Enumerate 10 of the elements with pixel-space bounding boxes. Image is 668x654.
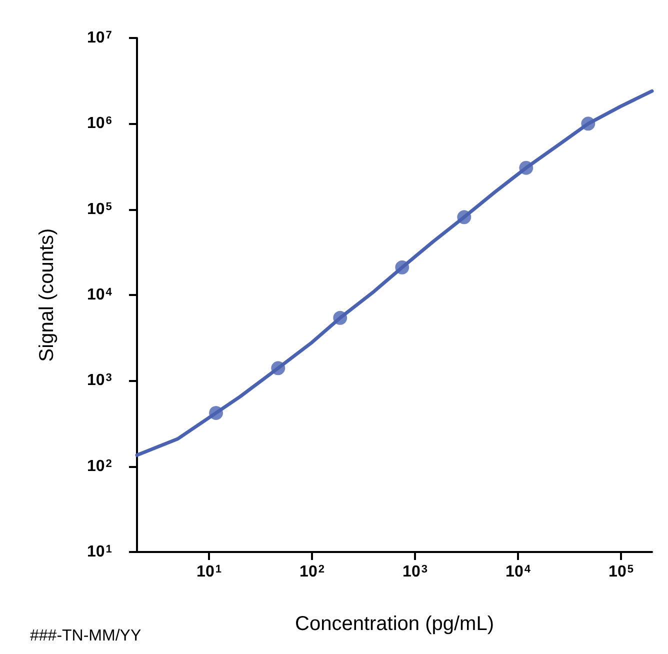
text: ###-TN-MM/YY [30, 628, 142, 644]
point [457, 210, 472, 224]
point [519, 160, 534, 175]
point [333, 310, 348, 325]
y-axis-title: Signal (counts) [36, 228, 58, 362]
point [209, 406, 224, 420]
point [395, 260, 410, 274]
point [271, 361, 286, 376]
x-axis-title: Concentration (pg/mL) [295, 613, 494, 635]
point [581, 116, 596, 131]
